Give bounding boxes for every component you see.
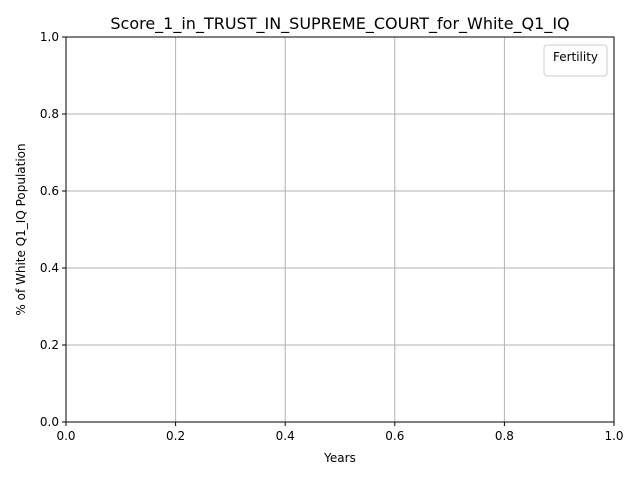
y-axis: 0.0 0.2 0.4 0.6 0.8 1.0 xyxy=(40,30,66,429)
y-tick-label: 1.0 xyxy=(40,30,59,44)
x-tick-label: 0.6 xyxy=(385,429,404,443)
x-tick-label: 0.2 xyxy=(166,429,185,443)
legend-title: Fertility xyxy=(553,50,598,64)
x-tick-label: 0.8 xyxy=(495,429,514,443)
x-axis-label: Years xyxy=(323,451,356,465)
y-tick-label: 0.8 xyxy=(40,107,59,121)
plot-frame xyxy=(65,36,615,423)
y-axis-label: % of White Q1_IQ Population xyxy=(14,143,28,315)
legend-box xyxy=(543,44,608,77)
gridlines xyxy=(65,36,615,423)
chart-title: Score_1_in_TRUST_IN_SUPREME_COURT_for_Wh… xyxy=(110,14,569,34)
x-tick-label: 0.4 xyxy=(276,429,295,443)
x-axis: 0.0 0.2 0.4 0.6 0.8 1.0 xyxy=(56,422,624,443)
y-tick-label: 0.0 xyxy=(40,415,59,429)
x-tick-label: 0.0 xyxy=(56,429,75,443)
y-tick-label: 0.2 xyxy=(40,338,59,352)
plot-area xyxy=(66,37,614,422)
y-tick-label: 0.6 xyxy=(40,184,59,198)
legend: Fertility xyxy=(543,44,608,77)
x-tick-label: 1.0 xyxy=(604,429,623,443)
y-tick-label: 0.4 xyxy=(40,261,59,275)
